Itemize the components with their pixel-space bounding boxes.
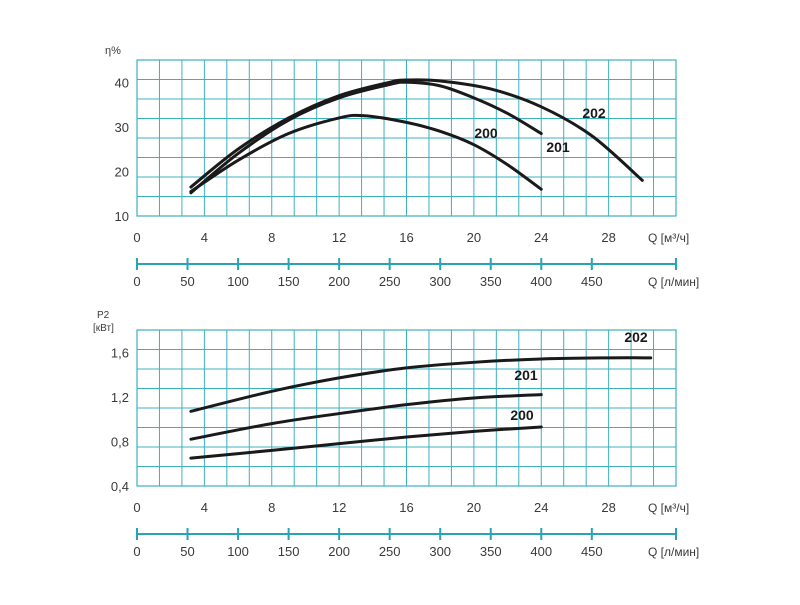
y-tick-label: 40: [115, 75, 129, 90]
x-tick-label: 28: [601, 500, 615, 515]
secondary-x-axis-label: Q [л/мин]: [648, 545, 699, 559]
secondary-x-tick-label: 100: [227, 274, 249, 289]
secondary-x-tick-label: 150: [278, 544, 300, 559]
x-tick-label: 12: [332, 230, 346, 245]
series-line-201: [189, 80, 543, 195]
secondary-x-tick-label: 50: [180, 274, 194, 289]
secondary-x-tick-label: 300: [429, 544, 451, 559]
series-label-201: 201: [514, 367, 538, 383]
x-axis-label: Q [м³/ч]: [648, 501, 689, 515]
x-tick-label: 8: [268, 500, 275, 515]
x-tick-label: 4: [201, 500, 208, 515]
secondary-x-tick-label: 400: [530, 544, 552, 559]
secondary-x-tick-label: 450: [581, 544, 603, 559]
x-tick-label: 20: [467, 230, 481, 245]
y-tick-label: 30: [115, 120, 129, 135]
y-tick-label: 10: [115, 209, 129, 224]
secondary-x-tick-label: 150: [278, 274, 300, 289]
series-line-200: [189, 113, 543, 193]
x-tick-label: 0: [133, 230, 140, 245]
y-tick-label: 0,8: [111, 434, 129, 449]
secondary-x-tick-label: 250: [379, 274, 401, 289]
secondary-x-axis-label: Q [л/мин]: [648, 275, 699, 289]
y-tick-label: 1,6: [111, 345, 129, 360]
secondary-x-tick-label: 0: [133, 544, 140, 559]
x-tick-label: 12: [332, 500, 346, 515]
series-label-202: 202: [624, 329, 648, 345]
series-label-200: 200: [510, 407, 534, 423]
series-line-202: [189, 78, 644, 189]
x-tick-label: 16: [399, 230, 413, 245]
secondary-x-tick-label: 400: [530, 274, 552, 289]
series-line-202: [189, 356, 653, 413]
power-chart: 0,4 0,8 1,2 1,6 P2 [кВт] 0 4 8 12 16 20 24 28 Q [м³/ч]…: [93, 310, 699, 559]
secondary-x-tick-label: 450: [581, 274, 603, 289]
series-line-201: [189, 393, 543, 441]
x-tick-label: 8: [268, 230, 275, 245]
secondary-x-tick-label: 350: [480, 274, 502, 289]
x-tick-label: 24: [534, 500, 548, 515]
secondary-x-tick-label: 250: [379, 544, 401, 559]
y-axis-label-line1: P2: [97, 310, 110, 321]
x-tick-label: 24: [534, 230, 548, 245]
series-line-200: [189, 425, 543, 460]
x-tick-label: 20: [467, 500, 481, 515]
y-axis-label: η%: [105, 45, 121, 57]
x-tick-label: 0: [133, 500, 140, 515]
secondary-x-tick-label: 200: [328, 274, 350, 289]
series-label-202: 202: [582, 105, 606, 121]
secondary-x-tick-label: 100: [227, 544, 249, 559]
y-axis-label-line2: [кВт]: [93, 323, 114, 334]
secondary-x-tick-label: 300: [429, 274, 451, 289]
series-label-201: 201: [546, 139, 570, 155]
y-tick-label: 1,2: [111, 390, 129, 405]
secondary-x-tick-label: 350: [480, 544, 502, 559]
series-label-200: 200: [474, 125, 498, 141]
x-tick-label: 28: [601, 230, 615, 245]
secondary-x-tick-label: 50: [180, 544, 194, 559]
x-tick-label: 4: [201, 230, 208, 245]
y-tick-label: 20: [115, 164, 129, 179]
secondary-x-tick-label: 0: [133, 274, 140, 289]
x-tick-label: 16: [399, 500, 413, 515]
x-axis-label: Q [м³/ч]: [648, 231, 689, 245]
secondary-x-tick-label: 200: [328, 544, 350, 559]
efficiency-chart: 10 20 30 40 η% 0 4 8 12 16 20 24 28 Q [м³/ч] 0 50 100 150…: [105, 45, 699, 289]
y-tick-label: 0,4: [111, 479, 129, 494]
